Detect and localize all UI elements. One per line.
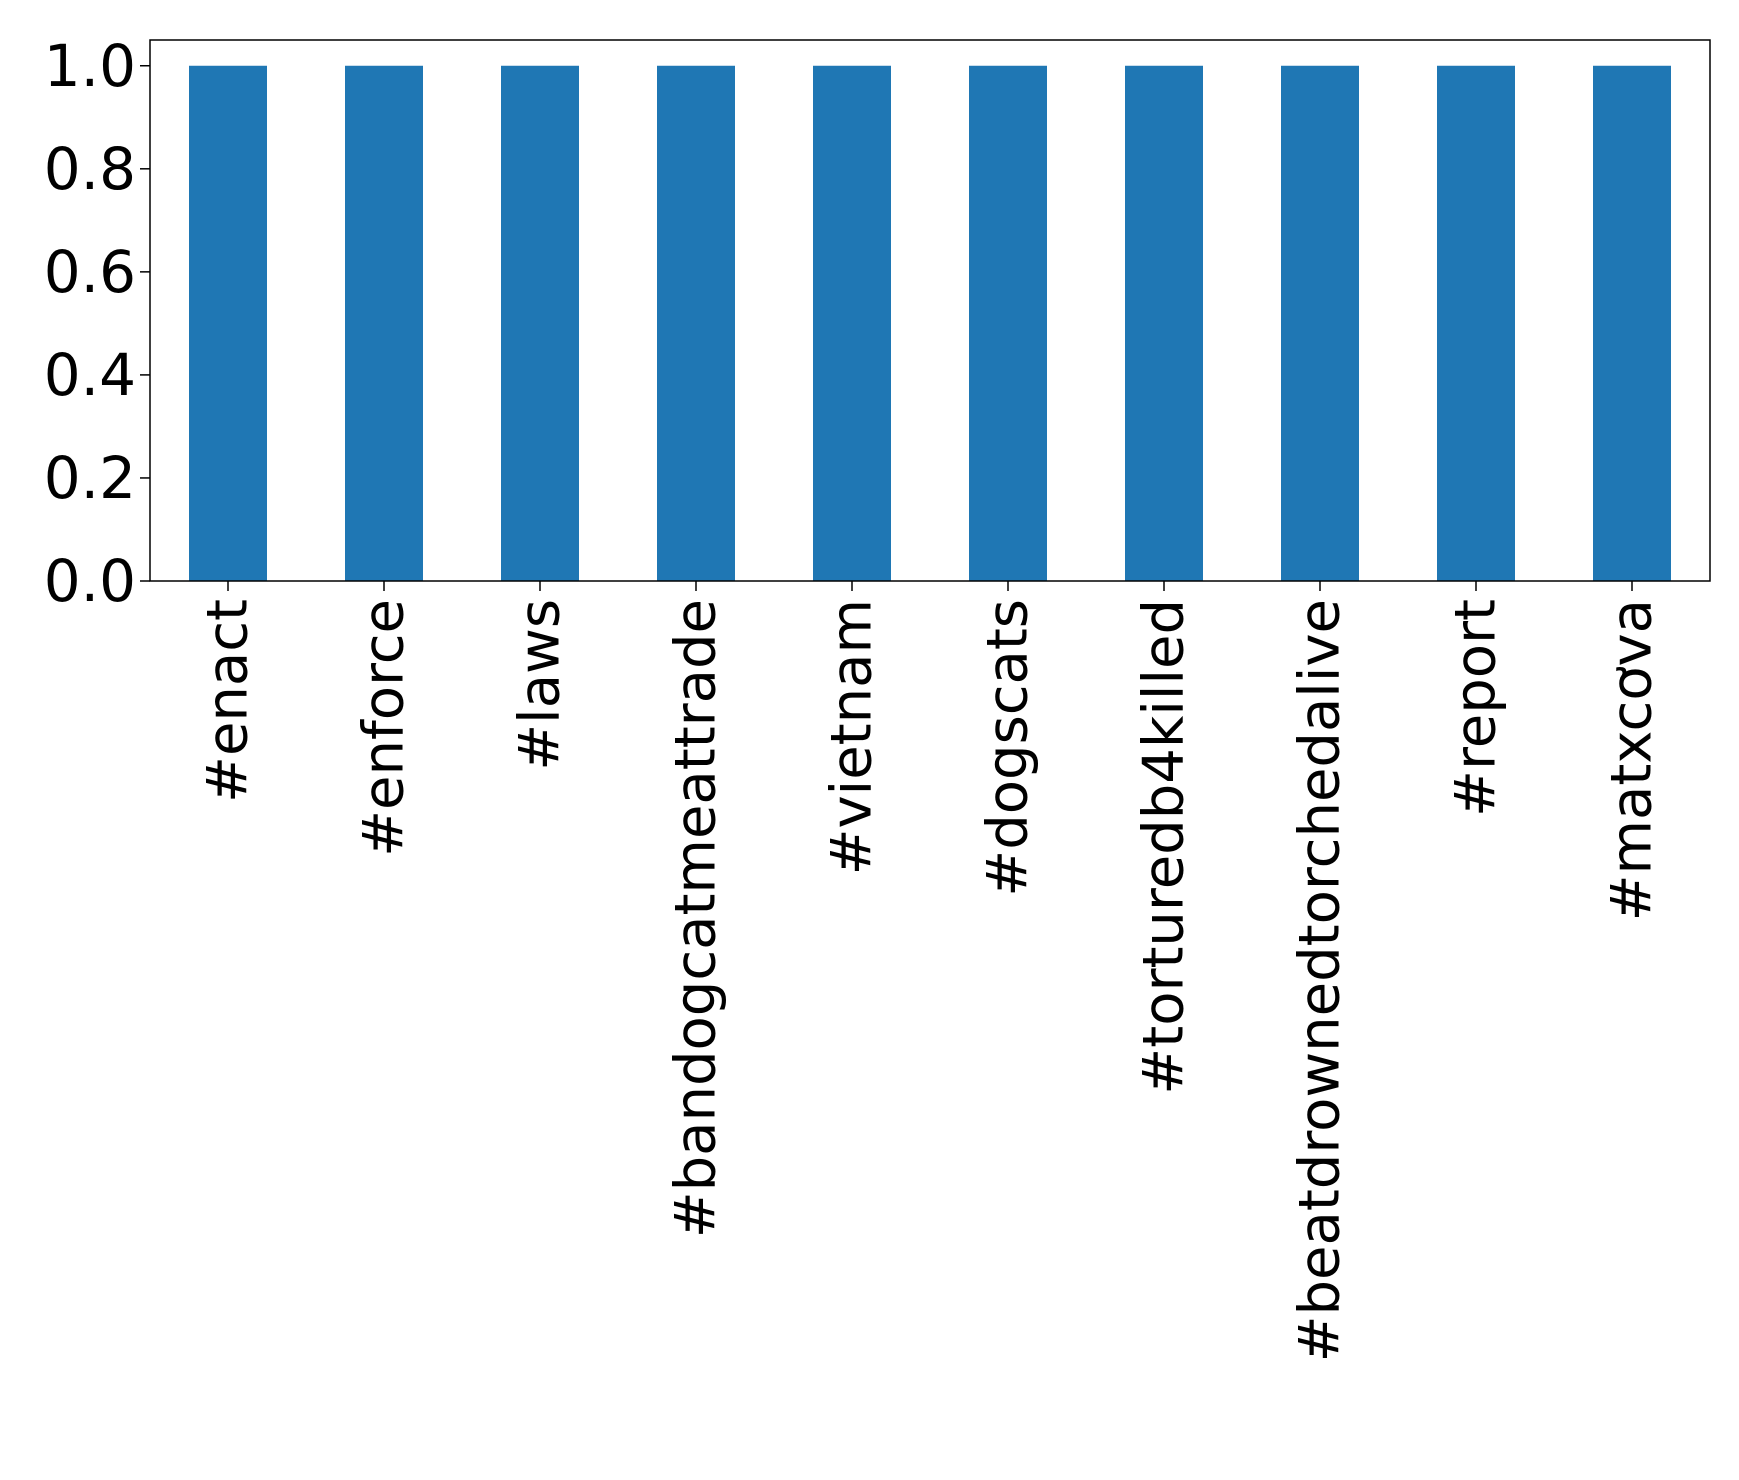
bar-3 [657, 65, 735, 581]
x-axis: #enact #enforce #laws #bandogcatmeattrade #v… [196, 581, 1665, 1362]
x-tick-label-6: #torturedb4killed [1132, 599, 1197, 1095]
y-tick-label-5: 1.0 [44, 32, 136, 100]
x-tick-label-1: #enforce [352, 599, 417, 857]
y-tick-label-3: 0.6 [44, 238, 136, 306]
x-tick-label-3: #bandogcatmeattrade [664, 599, 729, 1238]
bar-2 [501, 65, 579, 581]
y-tick-label-1: 0.2 [44, 444, 136, 512]
bar-7 [1281, 65, 1359, 581]
bar-1 [345, 65, 423, 581]
bar-5 [969, 65, 1047, 581]
bars-group [189, 65, 1671, 581]
x-tick-label-2: #laws [508, 599, 573, 771]
y-tick-label-4: 0.8 [44, 135, 136, 203]
x-tick-label-0: #enact [196, 599, 261, 803]
y-tick-label-2: 0.4 [44, 341, 136, 409]
bar-6 [1125, 65, 1203, 581]
bar-0 [189, 65, 267, 581]
bar-8 [1437, 65, 1515, 581]
plot-frame [149, 39, 1711, 582]
bar-4 [813, 65, 891, 581]
x-tick-label-7: #beatdrownedtorchedalive [1288, 599, 1353, 1362]
x-tick-label-9: #matxcơva [1600, 599, 1665, 921]
x-tick-label-5: #dogscats [976, 599, 1041, 897]
x-tick-label-8: #report [1444, 599, 1509, 817]
y-tick-label-0: 0.0 [44, 547, 136, 615]
y-axis: 0.0 0.2 0.4 0.6 0.8 1.0 [44, 32, 150, 615]
bar-9 [1593, 65, 1671, 581]
x-tick-label-4: #vietnam [820, 599, 885, 875]
